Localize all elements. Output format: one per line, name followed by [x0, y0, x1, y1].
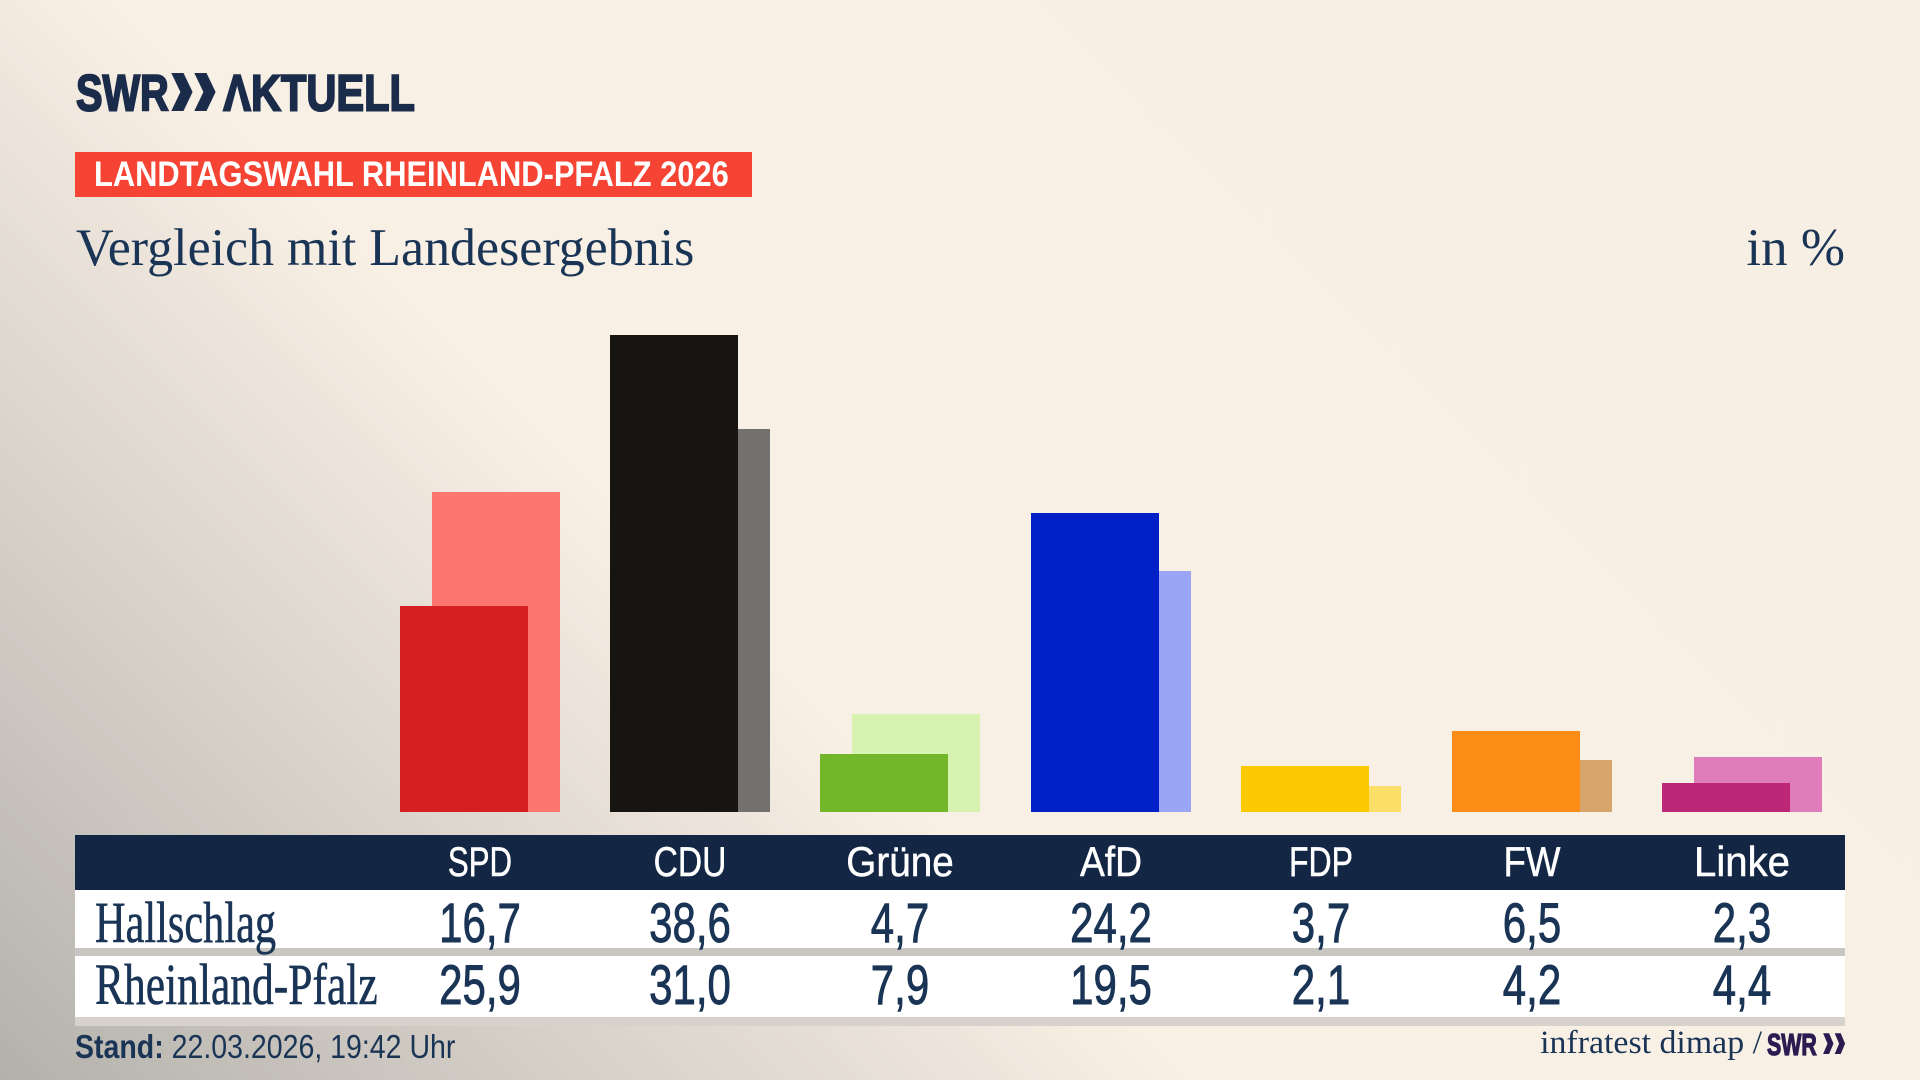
svg-text:SWR: SWR [1767, 1027, 1817, 1062]
svg-text:SWR: SWR [76, 65, 169, 122]
svg-text:ΛKTUELL: ΛKTUELL [223, 64, 415, 121]
